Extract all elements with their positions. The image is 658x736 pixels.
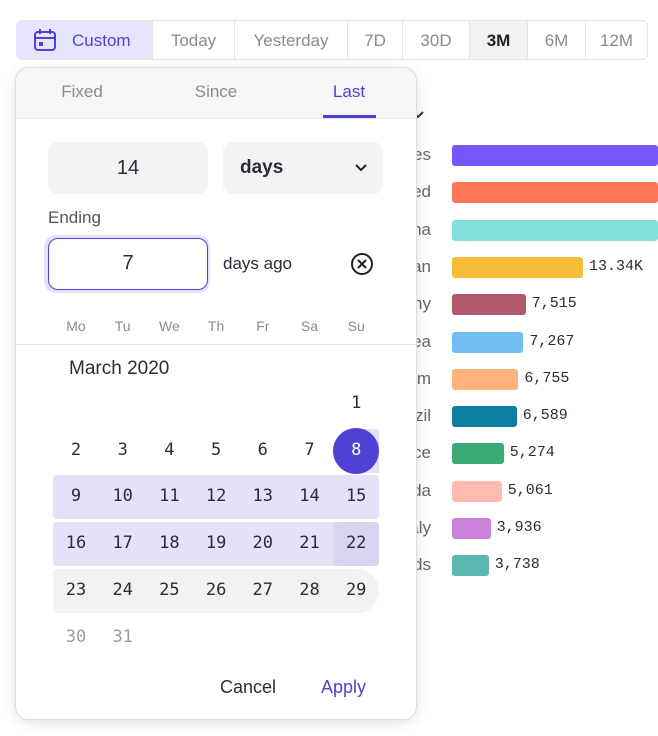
ending-label: Ending [48, 208, 101, 227]
range-tab[interactable]: 7D [347, 20, 403, 60]
bar-label: zil [414, 406, 431, 426]
day[interactable]: 2 [70, 439, 82, 460]
weekday: We [159, 318, 180, 334]
day[interactable]: 3 [117, 439, 128, 460]
cancel-button[interactable]: Cancel [220, 677, 277, 697]
month-title: March 2020 [69, 358, 170, 379]
select-chevron [355, 164, 367, 172]
day[interactable]: 8 [351, 439, 362, 460]
weekday: Sa [300, 318, 319, 334]
range-tab[interactable]: Yesterday [234, 20, 348, 60]
day[interactable]: 7 [304, 439, 315, 460]
range-tab[interactable]: Today [152, 20, 235, 60]
bar-label: es [413, 145, 431, 164]
bar-value-label: 5,274 [509, 444, 555, 462]
tab-last[interactable]: Last [332, 82, 366, 101]
day[interactable]: 28 [299, 579, 320, 600]
bar [452, 331, 524, 353]
tab-underline [323, 115, 376, 118]
selected-day [333, 427, 380, 474]
bar [452, 368, 519, 390]
range-tab[interactable]: 30D [402, 20, 470, 60]
range-tab[interactable]: 12M [585, 20, 648, 60]
weekday: Mo [66, 318, 86, 334]
bar [452, 518, 491, 539]
weekday: Fr [256, 318, 270, 334]
bar-value-label: 13.34K [589, 257, 644, 275]
bar-value-label: 6,755 [524, 369, 570, 387]
weekday: Tu [114, 318, 131, 334]
range-end [333, 522, 379, 567]
day[interactable]: 16 [65, 533, 87, 554]
bar [452, 219, 658, 241]
bar [452, 480, 502, 502]
day[interactable]: 11 [159, 486, 180, 507]
day[interactable]: 10 [112, 486, 133, 507]
day[interactable]: 21 [299, 533, 320, 554]
day[interactable]: 25 [159, 579, 180, 600]
day[interactable]: 12 [205, 486, 227, 507]
bar-value-label: 3,936 [496, 519, 542, 536]
day[interactable]: 29 [345, 579, 367, 600]
day[interactable]: 6 [257, 439, 268, 460]
bar [452, 443, 504, 465]
range-band [53, 522, 379, 567]
bar [452, 256, 583, 278]
day[interactable]: 14 [299, 486, 320, 507]
weekday: Th [207, 318, 225, 334]
bar-value-label: 3,738 [494, 556, 540, 574]
bar [452, 406, 517, 428]
range-band [53, 475, 379, 520]
unit-select[interactable]: days [223, 142, 383, 194]
bar [452, 294, 526, 316]
bar-value-label: 6,589 [522, 407, 568, 425]
bar-value-label: 7,267 [529, 332, 575, 350]
day[interactable]: 13 [252, 486, 274, 507]
bar-label: m [416, 368, 431, 388]
tab-since[interactable]: Since [194, 82, 238, 101]
day[interactable]: 5 [210, 439, 222, 460]
calendar-icon [34, 29, 56, 51]
day[interactable]: 18 [159, 533, 180, 554]
bar-value-label: 5,061 [507, 481, 553, 499]
bar-label: ce [413, 443, 431, 463]
range-tab[interactable]: 3M [469, 20, 528, 60]
weekday: Su [347, 318, 365, 334]
bar [452, 145, 658, 166]
ending-input[interactable]: 7 [48, 238, 208, 290]
day[interactable]: 1 [351, 393, 362, 413]
range-tab[interactable]: Custom [16, 20, 153, 60]
day[interactable]: 15 [345, 486, 367, 507]
range-band [53, 568, 379, 613]
day[interactable]: 4 [164, 439, 175, 460]
day[interactable]: 17 [112, 533, 133, 554]
clear-button[interactable] [350, 252, 374, 276]
divider [16, 344, 416, 345]
bar-value-label: 7,515 [531, 295, 577, 313]
range-tab[interactable]: 6M [527, 20, 586, 60]
tab-fixed[interactable]: Fixed [61, 82, 103, 101]
day[interactable]: 31 [112, 626, 133, 647]
apply-button[interactable]: Apply [321, 677, 367, 697]
day[interactable]: 26 [205, 579, 227, 600]
day[interactable]: 9 [70, 486, 82, 507]
bar-label: ds [413, 555, 431, 575]
bar [452, 555, 489, 577]
day[interactable]: 24 [112, 579, 133, 600]
day[interactable]: 23 [65, 579, 87, 600]
bar [452, 182, 658, 204]
ending-suffix: days ago [223, 254, 292, 273]
bar-label: ny [413, 294, 431, 314]
day[interactable]: 22 [345, 533, 367, 554]
day[interactable]: 30 [65, 626, 87, 647]
tab-row [16, 68, 416, 119]
count-input[interactable]: 14 [48, 142, 208, 194]
day[interactable]: 19 [205, 533, 227, 554]
day[interactable]: 27 [252, 579, 274, 600]
date-popover: Fixed Since Last 14 days Ending 7 days a… [15, 67, 417, 720]
day[interactable]: 20 [252, 533, 274, 554]
